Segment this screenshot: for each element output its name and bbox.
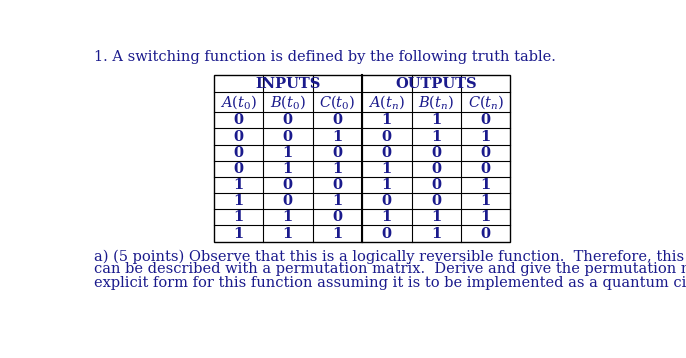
Text: 0: 0 bbox=[332, 113, 342, 127]
Text: 1: 1 bbox=[431, 211, 441, 224]
Text: 1: 1 bbox=[332, 130, 342, 144]
Text: 1: 1 bbox=[431, 227, 441, 241]
Text: 0: 0 bbox=[431, 146, 441, 160]
Text: 0: 0 bbox=[332, 146, 342, 160]
Text: can be described with a permutation matrix.  Derive and give the permutation mat: can be described with a permutation matr… bbox=[94, 262, 686, 276]
Text: 1: 1 bbox=[233, 227, 244, 241]
Text: 1: 1 bbox=[283, 162, 293, 176]
Text: 1. A switching function is defined by the following truth table.: 1. A switching function is defined by th… bbox=[94, 50, 556, 64]
Text: $C(t_n)$: $C(t_n)$ bbox=[468, 93, 504, 111]
Text: 0: 0 bbox=[283, 130, 293, 144]
Text: 1: 1 bbox=[233, 178, 244, 192]
Text: 0: 0 bbox=[382, 146, 392, 160]
Text: 0: 0 bbox=[431, 194, 441, 208]
Text: OUTPUTS: OUTPUTS bbox=[395, 77, 477, 91]
Text: 0: 0 bbox=[481, 227, 490, 241]
Text: 0: 0 bbox=[481, 146, 490, 160]
Text: INPUTS: INPUTS bbox=[255, 77, 320, 91]
Text: 1: 1 bbox=[233, 211, 244, 224]
Text: 1: 1 bbox=[332, 194, 342, 208]
Text: a) (5 points) Observe that this is a logically reversible function.  Therefore, : a) (5 points) Observe that this is a log… bbox=[94, 249, 686, 264]
Text: 1: 1 bbox=[233, 194, 244, 208]
Text: $C(t_0)$: $C(t_0)$ bbox=[319, 93, 355, 111]
Text: 0: 0 bbox=[431, 178, 441, 192]
Text: $B(t_0)$: $B(t_0)$ bbox=[270, 93, 306, 111]
Text: 1: 1 bbox=[481, 194, 491, 208]
Text: 0: 0 bbox=[481, 113, 490, 127]
Text: 0: 0 bbox=[283, 194, 293, 208]
Text: 1: 1 bbox=[381, 211, 392, 224]
Text: 0: 0 bbox=[332, 178, 342, 192]
Text: 0: 0 bbox=[233, 146, 244, 160]
Text: $A(t_0)$: $A(t_0)$ bbox=[220, 93, 257, 111]
Text: 0: 0 bbox=[283, 178, 293, 192]
Text: 1: 1 bbox=[481, 130, 491, 144]
Text: 1: 1 bbox=[283, 211, 293, 224]
Text: 1: 1 bbox=[431, 113, 441, 127]
Text: 1: 1 bbox=[481, 211, 491, 224]
Text: 1: 1 bbox=[381, 162, 392, 176]
Text: 1: 1 bbox=[381, 113, 392, 127]
Text: 0: 0 bbox=[382, 194, 392, 208]
Text: 1: 1 bbox=[431, 130, 441, 144]
Text: 0: 0 bbox=[332, 211, 342, 224]
Text: 0: 0 bbox=[481, 162, 490, 176]
Text: $A(t_n)$: $A(t_n)$ bbox=[368, 93, 405, 111]
Text: 1: 1 bbox=[332, 162, 342, 176]
Text: 1: 1 bbox=[283, 146, 293, 160]
Text: 1: 1 bbox=[283, 227, 293, 241]
Text: 1: 1 bbox=[332, 227, 342, 241]
Text: 0: 0 bbox=[283, 113, 293, 127]
Text: 1: 1 bbox=[381, 178, 392, 192]
Text: 0: 0 bbox=[233, 113, 244, 127]
Text: explicit form for this function assuming it is to be implemented as a quantum ci: explicit form for this function assuming… bbox=[94, 276, 686, 290]
Text: 0: 0 bbox=[431, 162, 441, 176]
Text: $B(t_n)$: $B(t_n)$ bbox=[418, 93, 454, 111]
Text: 0: 0 bbox=[233, 162, 244, 176]
Text: 0: 0 bbox=[382, 227, 392, 241]
Text: 0: 0 bbox=[382, 130, 392, 144]
Text: 0: 0 bbox=[233, 130, 244, 144]
Text: 1: 1 bbox=[481, 178, 491, 192]
